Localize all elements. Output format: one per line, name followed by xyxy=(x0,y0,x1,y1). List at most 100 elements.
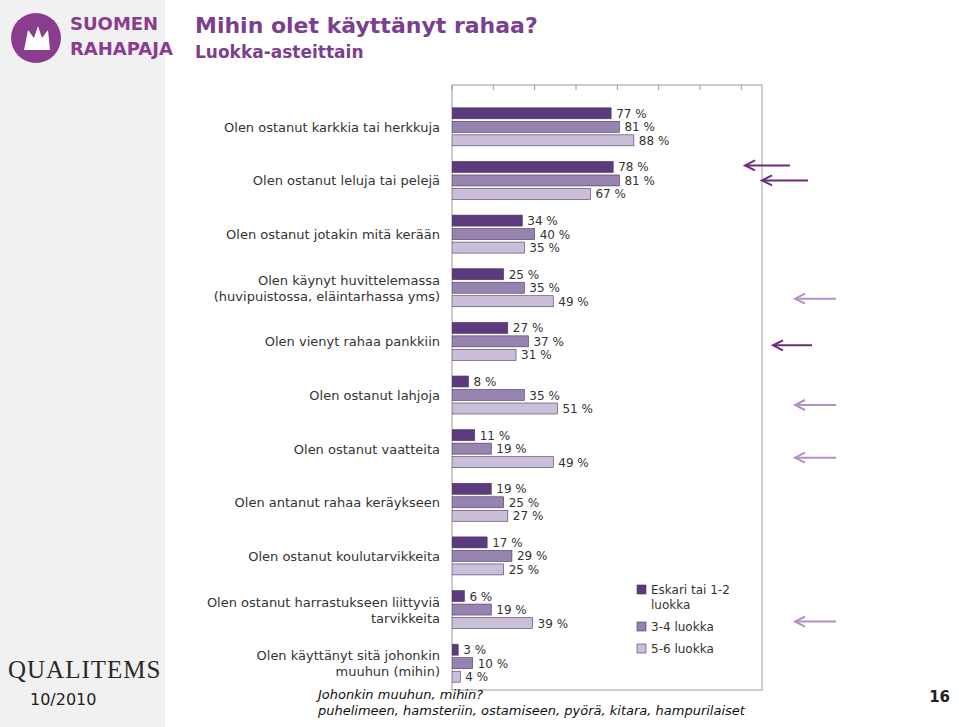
arrow-shaft xyxy=(747,164,790,166)
data-label: 35 % xyxy=(529,281,560,295)
x-tick xyxy=(576,85,577,90)
legend-label: 3-4 luokka xyxy=(651,620,714,634)
subtitle: Luokka-asteittain xyxy=(195,42,363,62)
data-label: 3 % xyxy=(463,643,486,657)
arrow-head xyxy=(762,175,772,185)
bar xyxy=(452,296,553,307)
x-tick xyxy=(658,85,659,90)
text-line: tarvikkeita xyxy=(371,611,440,626)
data-label: 31 % xyxy=(521,348,552,362)
legend-swatch xyxy=(637,644,646,653)
page-number: 16 xyxy=(929,688,950,706)
data-label: 25 % xyxy=(509,268,539,282)
x-tick xyxy=(534,85,535,90)
logo-text: QUALITEMS xyxy=(8,656,161,683)
category-label: Olen antanut rahaa keräykseen xyxy=(235,495,440,510)
bar xyxy=(452,457,553,468)
text-line: Olen ostanut harrastukseen liittyviä xyxy=(207,595,440,610)
bar xyxy=(452,390,524,401)
data-label: 10 % xyxy=(478,657,509,671)
data-label: 19 % xyxy=(496,442,527,456)
bar xyxy=(452,591,464,602)
data-label: 19 % xyxy=(496,482,527,496)
bar xyxy=(452,269,504,280)
category-label: Olen ostanut lahjoja xyxy=(309,388,440,403)
text-line: Olen ostanut vaatteita xyxy=(294,442,440,457)
bar xyxy=(452,349,516,360)
text-line: Olen käynyt huvittelemassa xyxy=(258,273,440,288)
data-label: 8 % xyxy=(474,375,497,389)
data-label: 39 % xyxy=(538,617,569,631)
data-label: 78 % xyxy=(618,160,649,174)
category-label: Olen ostanut koulutarvikkeita xyxy=(248,549,440,564)
bar xyxy=(452,229,535,240)
data-label: 27 % xyxy=(513,321,544,335)
logo-emblem-shape xyxy=(24,26,50,50)
data-label: 25 % xyxy=(509,496,539,510)
bar xyxy=(452,497,504,508)
category-label: Olen käynyt huvittelemassa(huvipuistossa… xyxy=(214,273,440,304)
legend-label: Eskari tai 1-2luokka xyxy=(651,583,730,612)
bar xyxy=(452,108,611,119)
bars xyxy=(452,108,634,682)
legend-swatch xyxy=(637,622,646,631)
bar xyxy=(452,443,491,454)
x-tick xyxy=(741,85,742,90)
bar xyxy=(452,604,491,615)
legend: Eskari tai 1-2luokka 3-4 luokka 5-6 luokka xyxy=(637,583,730,656)
data-label: 17 % xyxy=(492,536,522,550)
data-label: 81 % xyxy=(624,120,655,134)
bar xyxy=(452,537,487,548)
arrow-head xyxy=(795,453,805,463)
side-panel xyxy=(0,0,165,727)
plot-frame xyxy=(452,85,762,690)
category-label: Olen ostanut leluja tai pelejä xyxy=(253,173,440,188)
x-tick xyxy=(452,85,453,90)
data-label: 11 % xyxy=(480,429,511,443)
arrow-shaft xyxy=(775,344,812,346)
text-line: muuhun (mihin) xyxy=(335,664,440,679)
data-label: 29 % xyxy=(517,549,548,563)
bar xyxy=(452,242,524,253)
arrow-shaft xyxy=(764,179,808,181)
legend-label: 5-6 luokka xyxy=(651,642,714,656)
text-line: Eskari tai 1-2 xyxy=(651,583,730,597)
data-label: 67 % xyxy=(595,187,626,201)
bar xyxy=(452,483,491,494)
data-label: 25 % xyxy=(509,563,539,577)
bar xyxy=(452,376,469,387)
bar xyxy=(452,215,522,226)
x-tick xyxy=(700,85,701,90)
logo-text: SUOMEN xyxy=(70,13,158,34)
bar xyxy=(452,322,508,333)
arrow-shaft xyxy=(797,404,836,406)
text-line: Olen antanut rahaa keräykseen xyxy=(235,495,440,510)
data-label: 27 % xyxy=(513,509,544,523)
category-label: Olen ostanut jotakin mitä kerään xyxy=(226,227,440,242)
data-label: 37 % xyxy=(533,335,564,349)
arrow-shaft xyxy=(797,621,836,623)
arrow-head xyxy=(773,340,783,350)
text-line: luokka xyxy=(651,598,690,612)
data-label: 35 % xyxy=(529,389,560,403)
arrow-head xyxy=(795,400,805,410)
bar xyxy=(452,510,508,521)
text-line: Olen ostanut jotakin mitä kerään xyxy=(226,227,440,242)
text-line: Olen ostanut leluja tai pelejä xyxy=(253,173,440,188)
data-label: 35 % xyxy=(529,241,560,255)
text-line: Olen ostanut koulutarvikkeita xyxy=(248,549,440,564)
annotation: puhelimeen, hamsteriin, ostamiseen, pyör… xyxy=(317,703,746,718)
date: 10/2010 xyxy=(30,690,96,709)
text-line: (huvipuistossa, eläintarhassa yms) xyxy=(214,289,440,304)
text-line: Olen ostanut lahjoja xyxy=(309,388,440,403)
annotation: Johonkin muuhun, mihin? xyxy=(315,687,483,702)
text-line: Olen vienyt rahaa pankkiin xyxy=(265,334,440,349)
text-line: 3-4 luokka xyxy=(651,620,714,634)
logo-text: RAHAPAJA xyxy=(70,38,173,59)
bar xyxy=(452,175,619,186)
bar xyxy=(452,550,512,561)
arrow-shaft xyxy=(797,298,836,300)
data-label: 34 % xyxy=(527,214,558,228)
bar xyxy=(452,188,590,199)
arrow-shaft xyxy=(797,457,836,459)
